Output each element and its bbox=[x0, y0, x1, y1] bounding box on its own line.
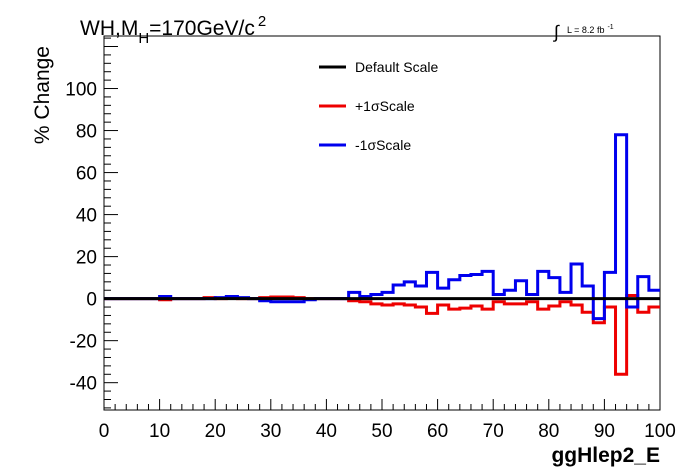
x-tick-label: 20 bbox=[205, 421, 226, 442]
x-tick-label: 60 bbox=[427, 421, 448, 442]
legend-label-minus-1sigma: -1σScale bbox=[355, 137, 411, 153]
x-axis-label: ggHlep2_E bbox=[551, 444, 660, 467]
lumi-label: L = 8.2 fb -1 bbox=[567, 24, 614, 35]
y-tick-label: 20 bbox=[76, 248, 97, 269]
y-tick-label: 40 bbox=[76, 206, 97, 227]
chart-title: WH,MH=170GeV/c 2 bbox=[80, 13, 266, 47]
chart-title-rest: =170GeV/c bbox=[149, 17, 255, 40]
chart-title-superscript: 2 bbox=[258, 13, 266, 30]
y-tick-label: 80 bbox=[76, 122, 97, 143]
y-tick-label: 100 bbox=[65, 80, 97, 101]
legend: Default Scale +1σScale -1σScale bbox=[319, 59, 438, 153]
lumi-label-superscript: -1 bbox=[607, 24, 613, 31]
chart-title-main: WH,M bbox=[80, 17, 138, 40]
y-tick-label: -40 bbox=[70, 374, 97, 395]
x-tick-label: 40 bbox=[316, 421, 337, 442]
y-tick-label: 0 bbox=[86, 290, 97, 311]
x-tick-label: 100 bbox=[644, 421, 676, 442]
x-tick-label: 10 bbox=[149, 421, 170, 442]
x-tick-label: 30 bbox=[260, 421, 281, 442]
lumi-integral: ∫ bbox=[552, 22, 560, 42]
series-group bbox=[104, 133, 660, 376]
series-line-minus-1sigma bbox=[104, 133, 660, 321]
x-tick-label: 0 bbox=[99, 421, 110, 442]
y-axis-label: % Change bbox=[31, 46, 54, 144]
y-tick-label: -20 bbox=[70, 332, 97, 353]
x-tick-label: 80 bbox=[538, 421, 559, 442]
y-tick-label: 60 bbox=[76, 164, 97, 185]
x-tick-label: 70 bbox=[483, 421, 504, 442]
chart-title-subscript: H bbox=[138, 30, 149, 47]
lumi-label-text: L = 8.2 fb bbox=[567, 25, 604, 35]
axes: 0 10 20 30 40 50 60 70 80 90 100 -40 -20 0 20 40 60 80 100 bbox=[65, 37, 676, 442]
x-tick-label: 90 bbox=[594, 421, 615, 442]
legend-label-plus-1sigma: +1σScale bbox=[355, 98, 415, 114]
x-tick-label: 50 bbox=[371, 421, 392, 442]
legend-label-default: Default Scale bbox=[355, 59, 438, 75]
